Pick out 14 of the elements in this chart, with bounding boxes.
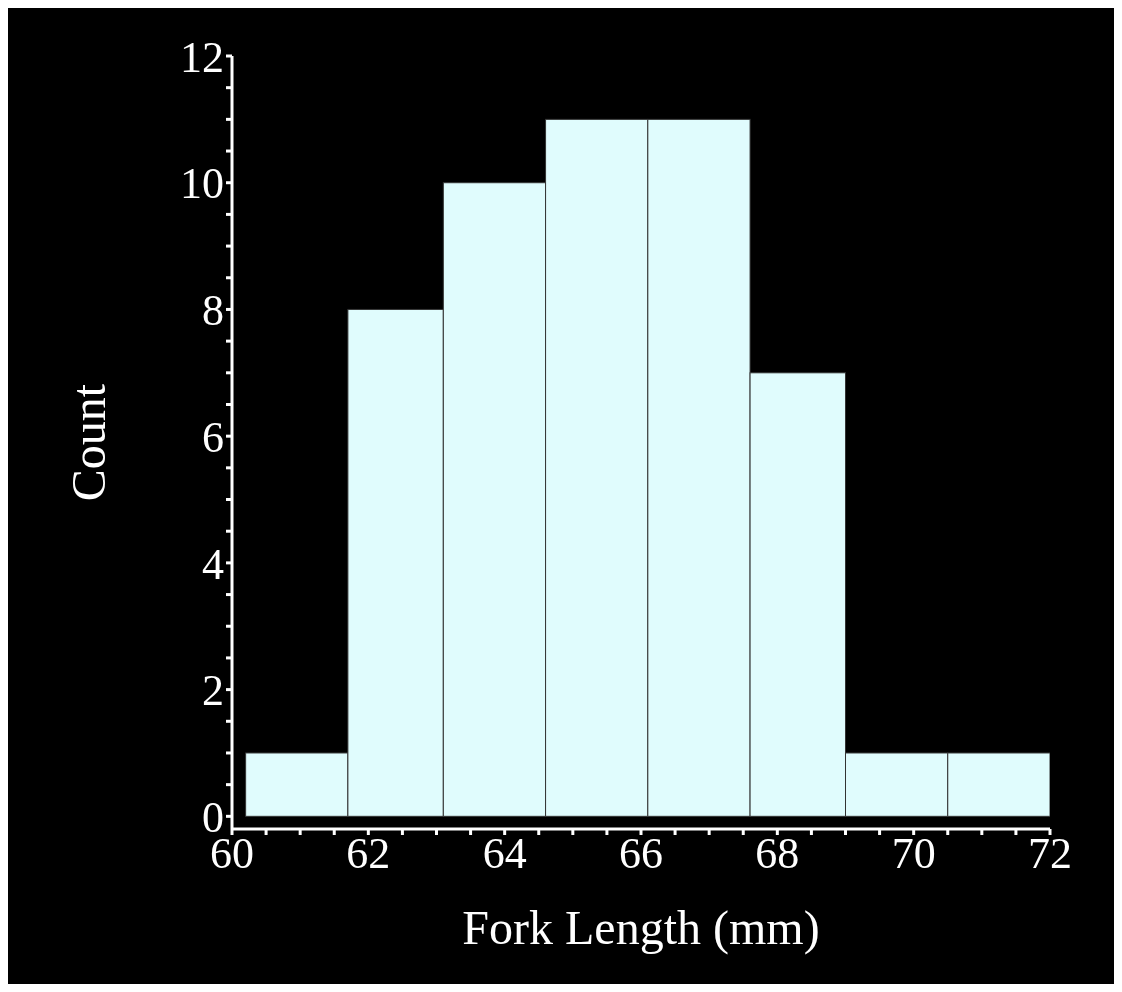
x-axis-title: Fork Length (mm): [462, 901, 820, 955]
y-tick-label: 2: [202, 666, 224, 716]
x-tick-label: 64: [482, 829, 527, 879]
y-axis-title: Count: [62, 383, 116, 502]
x-tick-label: 66: [619, 829, 663, 879]
y-tick-label: 8: [202, 286, 224, 336]
y-tick-label: 6: [202, 412, 224, 462]
x-tick-label: 70: [891, 829, 936, 879]
y-tick-label: 10: [180, 159, 224, 209]
y-tick-label: 12: [180, 32, 224, 82]
x-tick-label: 72: [1028, 829, 1072, 879]
x-tick-label: 68: [755, 829, 800, 879]
y-tick-label: 4: [202, 539, 224, 589]
x-tick-label: 62: [346, 829, 391, 879]
